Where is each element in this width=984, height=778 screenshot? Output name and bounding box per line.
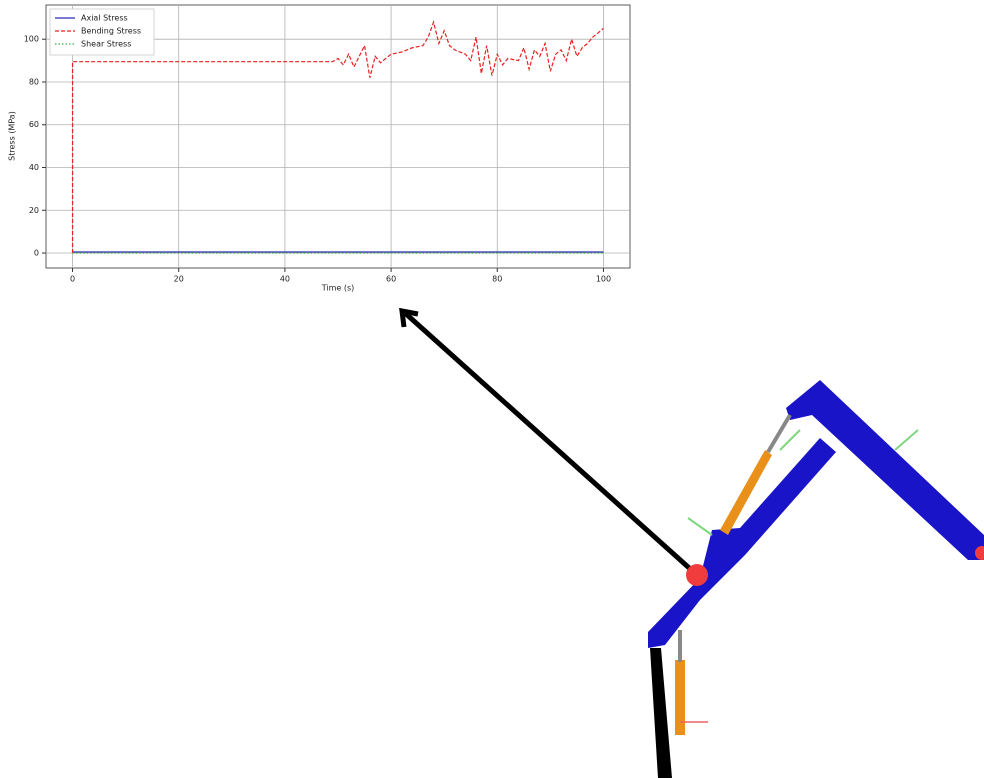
joint-marker	[686, 564, 708, 586]
page: Time (s) Stress (MPa) 0 20 40 60 80 100 0 20 40 6…	[0, 0, 984, 778]
x-tick-label: 100	[596, 275, 611, 284]
x-tick-label: 80	[492, 275, 502, 284]
y-tick-label: 0	[34, 249, 39, 258]
x-tick-label: 40	[280, 275, 290, 284]
axis-gizmo	[780, 430, 800, 450]
axis-gizmo	[688, 518, 712, 535]
y-tick-label: 40	[29, 163, 39, 172]
y-tick-label: 100	[24, 35, 39, 44]
x-tick-label: 60	[386, 275, 396, 284]
x-axis-label: Time (s)	[321, 284, 355, 293]
y-axis-label: Stress (MPa)	[8, 111, 17, 161]
y-tick-label: 60	[29, 120, 39, 129]
arrow	[405, 313, 697, 575]
legend-label: Shear Stress	[81, 40, 131, 49]
crane-post	[650, 648, 672, 778]
legend-label: Bending Stress	[81, 27, 141, 36]
crane-boom	[648, 438, 836, 648]
rod	[768, 415, 790, 452]
y-tick-label: 80	[29, 77, 39, 86]
legend-label: Axial Stress	[81, 14, 128, 23]
crane	[402, 311, 984, 778]
y-tick-label: 20	[29, 206, 39, 215]
x-tick-label: 0	[70, 275, 75, 284]
x-tick-label: 20	[174, 275, 184, 284]
cylinder	[675, 660, 685, 735]
axis-gizmo	[895, 430, 918, 450]
